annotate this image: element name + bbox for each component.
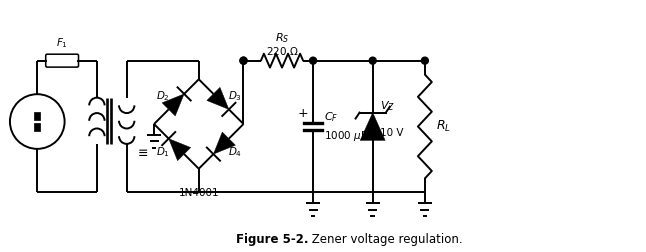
Circle shape: [309, 57, 317, 64]
Text: $R_L$: $R_L$: [436, 119, 451, 134]
Text: Figure 5-2.: Figure 5-2.: [236, 233, 308, 246]
Text: $C_F$: $C_F$: [324, 111, 339, 124]
Circle shape: [240, 57, 247, 64]
Text: Zener voltage regulation.: Zener voltage regulation.: [308, 233, 463, 246]
Polygon shape: [162, 94, 184, 116]
Circle shape: [421, 57, 428, 64]
Polygon shape: [360, 113, 385, 140]
Polygon shape: [169, 139, 191, 161]
Circle shape: [240, 57, 247, 64]
Polygon shape: [213, 132, 235, 154]
Text: $D_1$: $D_1$: [156, 145, 169, 159]
Text: $R_S$: $R_S$: [275, 31, 289, 45]
Text: $D_4$: $D_4$: [228, 145, 242, 159]
Text: $D_2$: $D_2$: [156, 89, 169, 103]
Bar: [34, 123, 40, 132]
Text: $F_1$: $F_1$: [56, 36, 68, 50]
Text: $D_3$: $D_3$: [228, 89, 242, 103]
Polygon shape: [207, 87, 229, 109]
Text: $\equiv$: $\equiv$: [135, 146, 149, 159]
Text: 220 $\Omega$: 220 $\Omega$: [266, 45, 298, 57]
Text: 10 V: 10 V: [380, 129, 404, 138]
Circle shape: [370, 57, 376, 64]
Text: 1N4001: 1N4001: [178, 188, 219, 198]
Text: $V_Z$: $V_Z$: [380, 99, 395, 113]
Text: +: +: [298, 107, 308, 120]
Text: 1000 $\mu$F: 1000 $\mu$F: [324, 129, 368, 143]
Bar: [34, 112, 40, 120]
